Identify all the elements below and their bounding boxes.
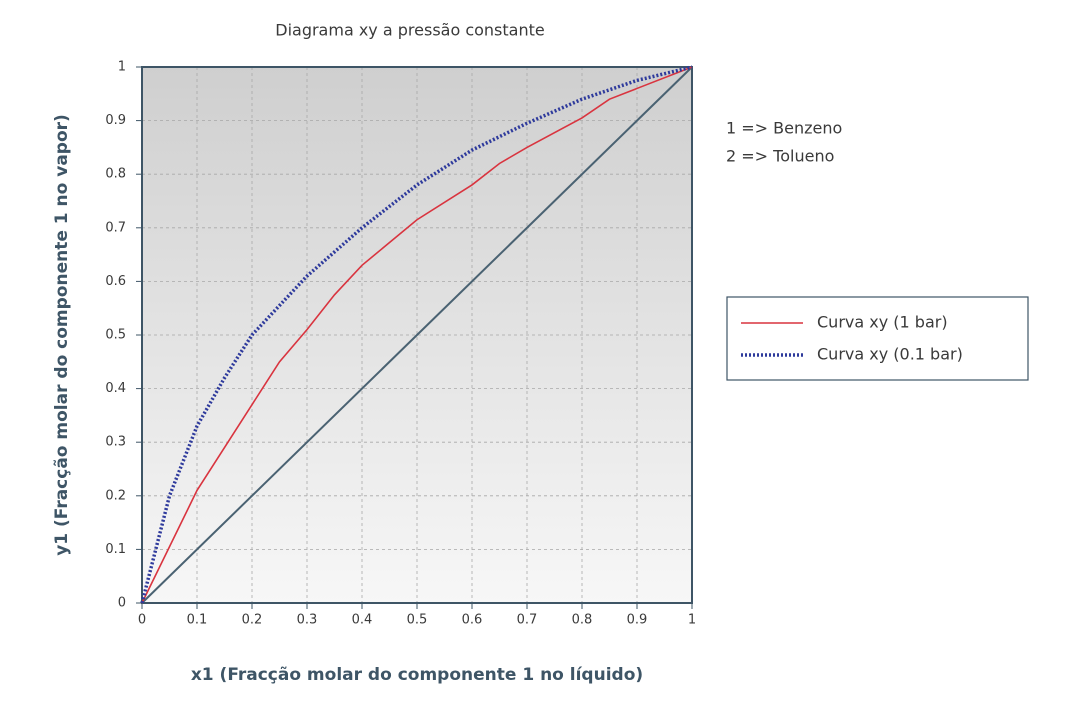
x-tick-label: 0.6 (462, 613, 483, 628)
x-tick-label: 0.8 (572, 613, 593, 628)
legend-label: Curva xy (1 bar) (817, 313, 948, 332)
legend-box (726, 296, 1029, 381)
series-line (140, 65, 693, 604)
y-tick-label: 0.4 (105, 381, 126, 396)
y-axis-label: y1 (Fracção molar do componente 1 no vap… (52, 114, 72, 556)
x-tick-label: 0.1 (187, 613, 208, 628)
x-tick-label: 0.5 (407, 613, 428, 628)
y-tick-label: 0.3 (105, 435, 126, 450)
y-tick-label: 1 (118, 60, 126, 75)
x-tick-label: 0.3 (297, 613, 318, 628)
x-tick-label: 0.2 (242, 613, 263, 628)
annotation: 2 => Tolueno (726, 147, 834, 166)
legend-label: Curva xy (0.1 bar) (817, 345, 963, 364)
y-tick-label: 0.7 (105, 220, 126, 235)
x-tick-label: 0.7 (517, 613, 538, 628)
y-tick-label: 0.9 (105, 113, 126, 128)
y-tick-label: 0.5 (105, 328, 126, 343)
y-tick-label: 0 (118, 596, 126, 611)
x-tick-label: 0.9 (627, 613, 648, 628)
chart-title: Diagrama xy a pressão constante (275, 21, 544, 40)
y-tick-label: 0.2 (105, 488, 126, 503)
series-line (141, 66, 693, 604)
y-tick-label: 0.1 (105, 542, 126, 557)
annotation: 1 => Benzeno (726, 119, 842, 138)
reference-line (141, 66, 693, 604)
x-axis-label: x1 (Fracção molar do componente 1 no líq… (191, 665, 643, 685)
y-tick-label: 0.8 (105, 167, 126, 182)
plot-frame (141, 66, 693, 604)
x-tick-label: 1 (688, 613, 696, 628)
y-tick-label: 0.6 (105, 274, 126, 289)
x-tick-label: 0.4 (352, 613, 373, 628)
x-tick-label: 0 (138, 613, 146, 628)
